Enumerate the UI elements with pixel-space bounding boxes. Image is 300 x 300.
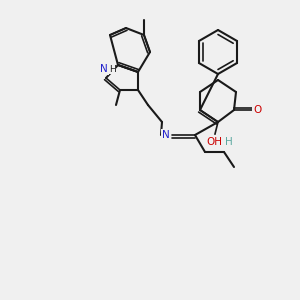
Text: N: N	[100, 64, 108, 74]
Text: H: H	[225, 137, 233, 147]
Text: O: O	[253, 105, 261, 115]
Text: OH: OH	[206, 137, 222, 147]
Text: H: H	[109, 64, 116, 74]
Text: N: N	[162, 130, 170, 140]
